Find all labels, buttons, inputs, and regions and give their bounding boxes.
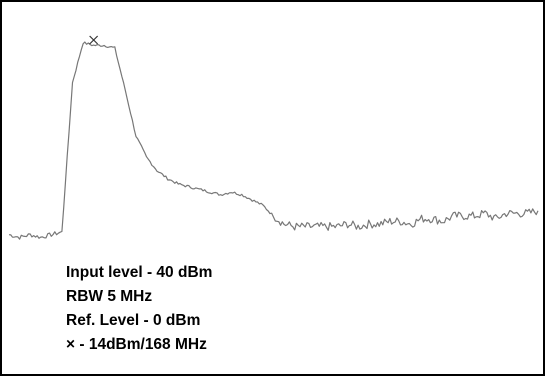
spectrum-trace: [8, 41, 539, 240]
annotation-rbw: RBW 5 MHz: [66, 288, 152, 305]
annotation-block: Input level - 40 dBm RBW 5 MHz Ref. Leve…: [66, 264, 212, 353]
peak-marker-stroke-2: [89, 35, 99, 45]
annotation-marker-readout: × - 14dBm/168 MHz: [66, 336, 207, 353]
peak-marker: [89, 35, 99, 45]
annotation-ref-level: Ref. Level - 0 dBm: [66, 312, 200, 329]
annotation-input-level: Input level - 40 dBm: [66, 264, 212, 281]
